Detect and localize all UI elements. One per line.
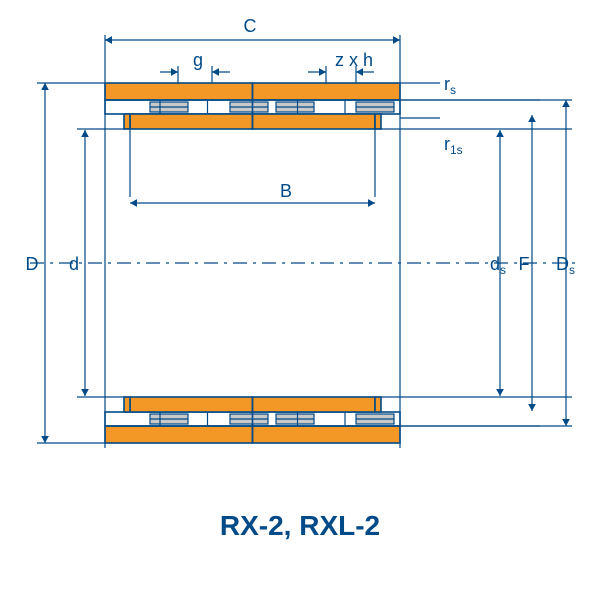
svg-text:d: d <box>69 254 79 274</box>
svg-text:B: B <box>280 181 292 201</box>
svg-text:z x h: z x h <box>335 50 373 70</box>
svg-text:F: F <box>519 254 530 274</box>
svg-text:rs: rs <box>444 74 456 97</box>
svg-text:C: C <box>244 16 257 36</box>
svg-text:Ds: Ds <box>556 254 575 277</box>
svg-text:ds: ds <box>490 254 506 277</box>
bearing-diagram: Dd Cg z x h B Frs r1s ds Ds RX-2, RXL-2 <box>0 0 600 600</box>
svg-text:D: D <box>26 254 39 274</box>
caption: RX-2, RXL-2 <box>220 510 380 541</box>
svg-text:g: g <box>193 50 203 70</box>
svg-text:r1s: r1s <box>444 134 463 157</box>
